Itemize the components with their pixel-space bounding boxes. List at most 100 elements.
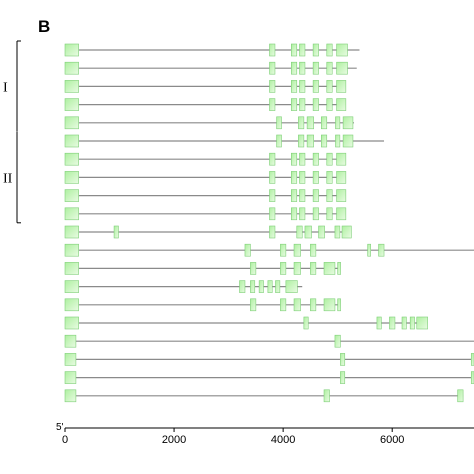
exon-box bbox=[323, 389, 330, 403]
group-brackets: III bbox=[3, 40, 21, 224]
exon-box bbox=[298, 116, 305, 130]
gene-row bbox=[64, 152, 347, 166]
exon-box bbox=[318, 225, 325, 239]
strand-label: 5' bbox=[56, 422, 64, 433]
exon-box bbox=[336, 80, 347, 93]
exon-box bbox=[326, 80, 333, 93]
exon-box bbox=[276, 116, 282, 130]
exon-box bbox=[326, 207, 333, 221]
gene-row bbox=[64, 171, 347, 184]
exon-box bbox=[342, 134, 354, 148]
exon-box bbox=[310, 262, 317, 275]
exon-box bbox=[470, 371, 474, 384]
exon-box bbox=[269, 61, 276, 75]
exon-box bbox=[336, 207, 347, 221]
exon-box bbox=[334, 334, 341, 348]
x-tick-label: 4000 bbox=[271, 434, 295, 446]
exon-box bbox=[64, 80, 79, 93]
exon-box bbox=[326, 43, 333, 57]
exon-box bbox=[285, 280, 298, 293]
exon-box bbox=[291, 80, 298, 93]
exon-box bbox=[299, 207, 306, 221]
gene-row bbox=[64, 80, 347, 93]
exon-box bbox=[269, 80, 276, 93]
exon-box bbox=[113, 225, 119, 239]
exon-box bbox=[326, 152, 333, 166]
exon-box bbox=[326, 171, 333, 184]
exon-box bbox=[250, 262, 257, 275]
group-bracket: I bbox=[3, 40, 21, 132]
exon-box bbox=[293, 298, 301, 312]
group-label: I bbox=[3, 80, 8, 95]
exon-box bbox=[64, 171, 79, 184]
gene-row bbox=[64, 243, 474, 257]
gene-row bbox=[64, 298, 341, 312]
exon-box bbox=[64, 298, 79, 312]
gene-row bbox=[64, 43, 360, 57]
panel-label: B bbox=[38, 17, 50, 36]
exon-box bbox=[269, 43, 276, 57]
gene-row bbox=[64, 98, 347, 111]
exon-box bbox=[296, 225, 303, 239]
exon-box bbox=[64, 98, 79, 111]
exon-box bbox=[336, 43, 348, 57]
exon-box bbox=[64, 262, 79, 275]
exon-box bbox=[334, 225, 341, 239]
x-tick-label: 6000 bbox=[380, 434, 404, 446]
gene-row bbox=[64, 262, 341, 275]
exon-box bbox=[336, 98, 347, 111]
exon-box bbox=[64, 280, 79, 293]
exon-box bbox=[336, 152, 347, 166]
exon-box bbox=[312, 152, 319, 166]
exon-box bbox=[250, 298, 257, 312]
exon-box bbox=[291, 152, 298, 166]
exon-box bbox=[64, 316, 79, 330]
exon-box bbox=[269, 152, 276, 166]
exon-box bbox=[376, 316, 382, 330]
exon-box bbox=[291, 43, 298, 57]
exon-box bbox=[64, 353, 77, 366]
x-tick-label: 0 bbox=[62, 434, 68, 446]
exon-box bbox=[269, 225, 276, 239]
exon-box bbox=[293, 262, 301, 275]
exon-box bbox=[64, 61, 79, 75]
exon-box bbox=[299, 171, 306, 184]
x-axis-ticks: 0 2000 4000 6000 bbox=[62, 428, 404, 446]
exon-box bbox=[299, 152, 306, 166]
exon-box bbox=[336, 61, 348, 75]
exon-box bbox=[457, 389, 464, 403]
exon-box bbox=[335, 134, 341, 148]
gene-rows bbox=[64, 43, 474, 403]
exon-box bbox=[335, 116, 341, 130]
exon-box bbox=[280, 243, 287, 257]
exon-box bbox=[312, 98, 319, 111]
exon-box bbox=[304, 225, 312, 239]
gene-row bbox=[64, 280, 303, 293]
exon-box bbox=[275, 280, 281, 293]
exon-box bbox=[64, 207, 79, 221]
gene-row bbox=[64, 389, 464, 403]
exon-box bbox=[299, 189, 306, 202]
exon-box bbox=[340, 371, 346, 384]
exon-box bbox=[293, 243, 301, 257]
exon-box bbox=[326, 61, 333, 75]
exon-box bbox=[299, 43, 306, 57]
exon-box bbox=[64, 189, 79, 202]
exon-box bbox=[64, 389, 77, 403]
exon-box bbox=[291, 98, 298, 111]
exon-box bbox=[367, 243, 371, 257]
gene-row bbox=[64, 316, 428, 330]
gene-row bbox=[64, 61, 357, 75]
gene-row bbox=[64, 225, 352, 239]
exon-box bbox=[291, 189, 298, 202]
exon-box bbox=[64, 116, 79, 130]
exon-box bbox=[291, 207, 298, 221]
exon-box bbox=[244, 243, 251, 257]
exon-box bbox=[401, 316, 407, 330]
exon-box bbox=[303, 316, 309, 330]
exon-box bbox=[321, 116, 328, 130]
exon-box bbox=[323, 262, 336, 275]
gene-row bbox=[64, 371, 474, 384]
exon-box bbox=[299, 98, 306, 111]
exon-box bbox=[298, 134, 305, 148]
